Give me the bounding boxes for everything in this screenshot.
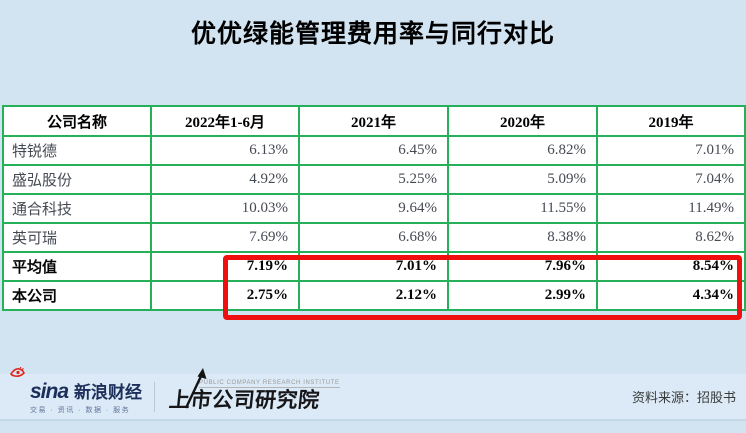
research-institute-logo: PUBLIC COMPANY RESEARCH INSTITUTE 上市公司研究… (168, 367, 340, 413)
column-header-2019: 2019年 (596, 105, 746, 137)
value-cell: 7.01% (298, 251, 449, 282)
value-cell: 11.55% (447, 193, 598, 224)
value-cell: 9.64% (298, 193, 449, 224)
value-cell: 7.01% (596, 135, 746, 166)
value-cell: 11.49% (596, 193, 746, 224)
arrow-icon (181, 367, 209, 415)
sina-wordmark: sina (30, 380, 69, 403)
value-cell: 8.54% (596, 251, 746, 282)
table-row: 英可瑞 7.69% 6.68% 8.38% 8.62% (2, 222, 746, 253)
value-cell: 7.69% (150, 222, 300, 253)
table-row: 通合科技 10.03% 9.64% 11.55% 11.49% (2, 193, 746, 224)
data-source-note: 资料来源：招股书 (631, 390, 736, 405)
column-header-2020: 2020年 (447, 105, 598, 137)
column-header-2022h1: 2022年1-6月 (150, 105, 300, 137)
value-cell: 2.75% (150, 280, 300, 311)
value-cell: 2.12% (298, 280, 449, 311)
value-cell: 7.04% (596, 164, 746, 195)
table-row-our-company: 本公司 2.75% 2.12% 2.99% 4.34% (2, 280, 746, 311)
value-cell: 8.38% (447, 222, 598, 253)
value-cell: 7.96% (447, 251, 598, 282)
company-name-cell: 平均值 (2, 251, 152, 282)
sina-eye-icon (10, 365, 25, 383)
comparison-table: 公司名称 2022年1-6月 2021年 2020年 2019年 特锐德 6.1… (2, 105, 746, 311)
value-cell: 2.99% (447, 280, 598, 311)
company-name-cell: 盛弘股份 (2, 164, 152, 195)
sina-finance-logo: sina 新浪财经 交易 · 资讯 · 数据 · 服务 (10, 366, 143, 415)
company-name-cell: 通合科技 (2, 193, 152, 224)
value-cell: 6.82% (447, 135, 598, 166)
institute-name-en: PUBLIC COMPANY RESEARCH INSTITUTE (199, 379, 340, 388)
company-name-cell: 特锐德 (2, 135, 152, 166)
company-name-cell: 本公司 (2, 280, 152, 311)
header-row: 公司名称 2022年1-6月 2021年 2020年 2019年 (2, 105, 746, 137)
table-row: 特锐德 6.13% 6.45% 6.82% 7.01% (2, 135, 746, 166)
value-cell: 4.34% (596, 280, 746, 311)
value-cell: 4.92% (150, 164, 300, 195)
value-cell: 5.25% (298, 164, 449, 195)
value-cell: 5.09% (447, 164, 598, 195)
column-header-company: 公司名称 (2, 105, 152, 137)
table-row-average: 平均值 7.19% 7.01% 7.96% 8.54% (2, 251, 746, 282)
footer-band: sina 新浪财经 交易 · 资讯 · 数据 · 服务 PUBLIC COMPA… (0, 366, 746, 421)
logo-divider (154, 381, 156, 412)
value-cell: 6.68% (298, 222, 449, 253)
page-title: 优优绿能管理费用率与同行对比 (190, 20, 555, 48)
sina-tagline: 交易 · 资讯 · 数据 · 服务 (30, 407, 131, 414)
sina-finance-wordmark: 新浪财经 (74, 383, 143, 402)
value-cell: 8.62% (596, 222, 746, 253)
table-row: 盛弘股份 4.92% 5.25% 5.09% 7.04% (2, 164, 746, 195)
company-name-cell: 英可瑞 (2, 222, 152, 253)
column-header-2021: 2021年 (298, 105, 449, 137)
value-cell: 7.19% (150, 251, 300, 282)
value-cell: 6.45% (298, 135, 449, 166)
value-cell: 6.13% (150, 135, 300, 166)
value-cell: 10.03% (150, 193, 300, 224)
